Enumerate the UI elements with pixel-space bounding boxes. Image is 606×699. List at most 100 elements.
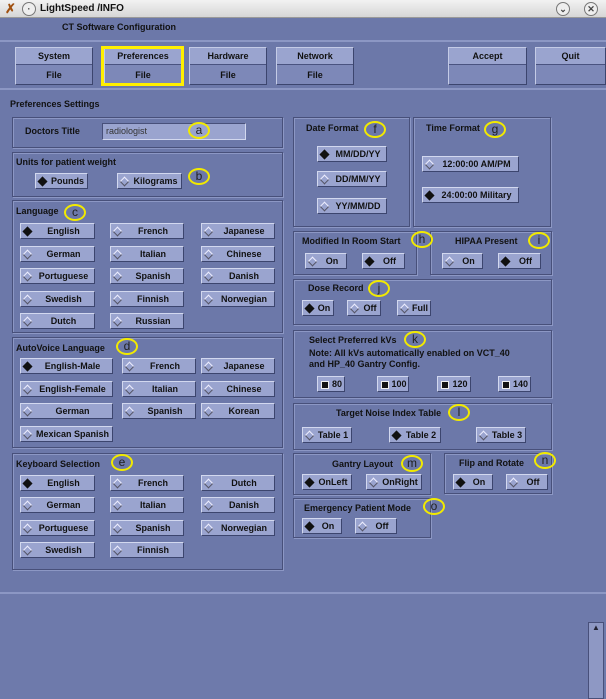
radio-selected-icon: [37, 176, 48, 187]
autovoice-option-mexican-spanish[interactable]: Mexican Spanish: [20, 426, 113, 442]
emergency-option-on[interactable]: On: [302, 518, 342, 534]
time-panel: Time Format: [413, 117, 551, 227]
toolbar-button-system[interactable]: System File: [15, 47, 93, 85]
toolbar-button-hardware[interactable]: Hardware File: [189, 47, 267, 85]
language-option-norwegian[interactable]: Norwegian: [201, 291, 275, 307]
keyboard-option-portuguese[interactable]: Portuguese: [20, 520, 95, 536]
units-option-pounds[interactable]: Pounds: [35, 173, 88, 189]
toolbar-button-quit[interactable]: Quit: [535, 47, 606, 85]
option-label: Russian: [135, 316, 171, 326]
date-option-dd-mm-yy[interactable]: DD/MM/YY: [317, 171, 387, 187]
keyboard-option-italian[interactable]: Italian: [110, 497, 184, 513]
toolbar-button-network[interactable]: Network File: [276, 47, 354, 85]
autovoice-option-german[interactable]: German: [20, 403, 113, 419]
option-label: OnLeft: [318, 477, 348, 487]
hipaa-option-on[interactable]: On: [442, 253, 483, 269]
radio-selected-icon: [304, 303, 315, 314]
checkbox-icon: [381, 381, 389, 389]
inroom-option-on[interactable]: On: [305, 253, 347, 269]
option-label: Dutch: [50, 316, 77, 326]
keyboard-option-spanish[interactable]: Spanish: [110, 520, 184, 536]
toolbar-button-accept[interactable]: Accept: [448, 47, 527, 85]
scroll-up-icon[interactable]: ▲: [592, 623, 600, 632]
noise-option-table-3[interactable]: Table 3: [476, 427, 526, 443]
option-label: Spanish: [147, 406, 183, 416]
autovoice-option-japanese[interactable]: Japanese: [201, 358, 275, 374]
keyboard-option-swedish[interactable]: Swedish: [20, 542, 95, 558]
option-label: English: [47, 478, 80, 488]
dose-option-off[interactable]: Off: [347, 300, 381, 316]
annotation-marker-c: c: [64, 204, 86, 221]
noise-option-table-1[interactable]: Table 1: [302, 427, 352, 443]
flip-option-off[interactable]: Off: [506, 474, 548, 490]
keyboard-option-german[interactable]: German: [20, 497, 95, 513]
noise-option-table-2[interactable]: Table 2: [389, 427, 441, 443]
language-option-german[interactable]: German: [20, 246, 95, 262]
radio-unselected-icon: [124, 361, 135, 372]
doctors-title-input[interactable]: radiologist: [102, 123, 246, 140]
option-label: 120: [452, 379, 468, 389]
autovoice-option-italian[interactable]: Italian: [122, 381, 196, 397]
kv-option-120[interactable]: 120: [437, 376, 471, 392]
language-option-dutch[interactable]: Dutch: [20, 313, 95, 329]
language-option-japanese[interactable]: Japanese: [201, 223, 275, 239]
keyboard-option-norwegian[interactable]: Norwegian: [201, 520, 275, 536]
autovoice-option-spanish[interactable]: Spanish: [122, 403, 196, 419]
hipaa-option-off[interactable]: Off: [498, 253, 541, 269]
close-icon[interactable]: ✕: [584, 2, 598, 16]
time-option-24-00-00-military[interactable]: 24:00:00 Military: [422, 187, 519, 203]
autovoice-option-korean[interactable]: Korean: [201, 403, 275, 419]
radio-unselected-icon: [22, 249, 33, 260]
dose-label: Dose Record: [308, 283, 364, 293]
time-option-12-00-00-am-pm[interactable]: 12:00:00 AM/PM: [422, 156, 519, 172]
radio-unselected-icon: [203, 384, 214, 395]
emergency-option-off[interactable]: Off: [355, 518, 397, 534]
keyboard-option-danish[interactable]: Danish: [201, 497, 275, 513]
kv-option-140[interactable]: 140: [498, 376, 531, 392]
radio-unselected-icon: [112, 545, 123, 556]
gantry-option-onright[interactable]: OnRight: [366, 474, 422, 490]
language-option-swedish[interactable]: Swedish: [20, 291, 95, 307]
app-logo-icon: ✗: [5, 1, 16, 16]
option-label: Italian: [139, 500, 166, 510]
date-panel: Date Format: [293, 117, 410, 227]
inroom-option-off[interactable]: Off: [362, 253, 405, 269]
language-option-danish[interactable]: Danish: [201, 268, 275, 284]
scrollbar[interactable]: ▲: [588, 622, 604, 699]
section-title: Preferences Settings: [10, 99, 100, 109]
autovoice-option-english-male[interactable]: English-Male: [20, 358, 113, 374]
language-option-portuguese[interactable]: Portuguese: [20, 268, 95, 284]
flip-option-on[interactable]: On: [453, 474, 493, 490]
language-option-russian[interactable]: Russian: [110, 313, 184, 329]
autovoice-option-french[interactable]: French: [122, 358, 196, 374]
keyboard-option-english[interactable]: English: [20, 475, 95, 491]
autovoice-option-chinese[interactable]: Chinese: [201, 381, 275, 397]
dose-option-full[interactable]: Full: [397, 300, 431, 316]
gantry-option-onleft[interactable]: OnLeft: [302, 474, 352, 490]
language-option-english[interactable]: English: [20, 223, 95, 239]
minimize-icon[interactable]: ⌄: [556, 2, 570, 16]
kv-option-100[interactable]: 100: [377, 376, 409, 392]
keyboard-option-dutch[interactable]: Dutch: [201, 475, 275, 491]
option-label: 24:00:00 Military: [441, 190, 512, 200]
window-menu-icon[interactable]: ·: [22, 2, 36, 16]
language-option-chinese[interactable]: Chinese: [201, 246, 275, 262]
language-option-italian[interactable]: Italian: [110, 246, 184, 262]
units-option-kilograms[interactable]: Kilograms: [117, 173, 182, 189]
dose-option-on[interactable]: On: [302, 300, 334, 316]
kv-option-80[interactable]: 80: [317, 376, 345, 392]
hipaa-panel: HIPAA Present: [430, 231, 552, 275]
language-option-french[interactable]: French: [110, 223, 184, 239]
language-option-finnish[interactable]: Finnish: [110, 291, 184, 307]
gantry-label: Gantry Layout: [332, 459, 394, 469]
radio-unselected-icon: [203, 523, 214, 534]
date-option-mm-dd-yy[interactable]: MM/DD/YY: [317, 146, 387, 162]
keyboard-option-finnish[interactable]: Finnish: [110, 542, 184, 558]
autovoice-option-english-female[interactable]: English-Female: [20, 381, 113, 397]
date-option-yy-mm-dd[interactable]: YY/MM/DD: [317, 198, 387, 214]
language-option-spanish[interactable]: Spanish: [110, 268, 184, 284]
option-label: Norwegian: [220, 523, 267, 533]
message-area: [0, 592, 606, 699]
annotation-marker-a: a: [188, 122, 210, 139]
keyboard-option-french[interactable]: French: [110, 475, 184, 491]
